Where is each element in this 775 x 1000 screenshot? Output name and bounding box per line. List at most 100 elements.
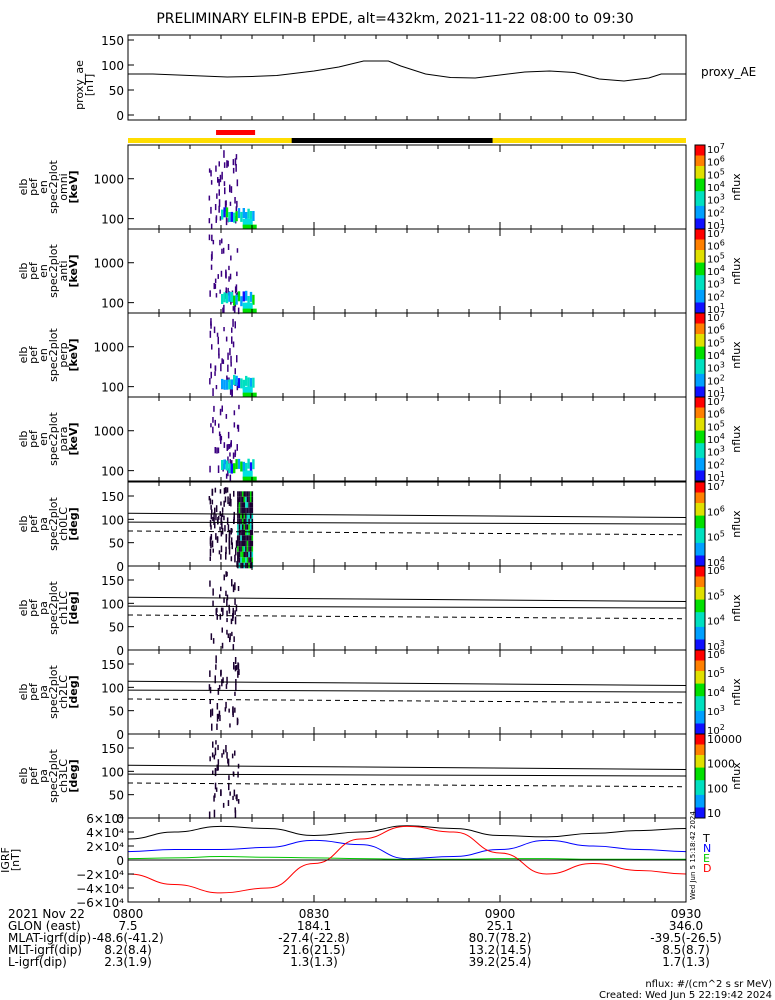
flux-pixel (211, 499, 214, 505)
colorbar-segment (695, 363, 705, 366)
flux-pixel (221, 460, 224, 470)
colorbar-segment (695, 281, 705, 285)
flux-pixel (211, 509, 213, 515)
y-tick-label: 150 (101, 742, 124, 756)
flux-pixel (221, 679, 223, 687)
flux-pixel (247, 458, 250, 469)
colorbar-segment (695, 788, 705, 792)
flux-pixel (226, 594, 229, 601)
flux-pixel (220, 545, 223, 553)
colorbar-segment (695, 633, 705, 636)
flux-pixel (229, 452, 231, 457)
colorbar-segment (695, 660, 705, 664)
flux-pixel (237, 557, 239, 563)
loss-cone-line (127, 698, 687, 704)
colorbar-segment (695, 809, 705, 813)
spectrogram-ylabel-ch2LC-line: elb (17, 684, 30, 701)
flux-pixel (234, 807, 236, 813)
flux-pixel (228, 265, 230, 271)
colorbar-segment (695, 498, 705, 502)
colorbar-segment (695, 325, 705, 329)
flux-pixel (217, 744, 219, 751)
flux-pixel (228, 379, 231, 390)
flux-pixel (223, 597, 225, 603)
flux-pixel (220, 517, 222, 526)
flux-pixel (228, 463, 231, 474)
flux-pixel (251, 496, 254, 503)
footer-value: 0830 (299, 907, 330, 921)
flux-pixel (221, 405, 223, 412)
flux-pixel (215, 664, 217, 670)
colorbar-segment (695, 355, 705, 358)
footer-value: 8.2(8.4) (104, 943, 152, 957)
y-tick-label: 150 (101, 490, 124, 504)
flux-pixel (243, 546, 246, 552)
spectrogram-ylabel-ch2LC-line: spec2plot (47, 665, 60, 719)
flux-pixel (222, 247, 225, 254)
flux-pixel (213, 518, 215, 526)
colorbar-segment (695, 201, 705, 205)
flux-pixel (235, 794, 237, 800)
colorbar-segment (695, 472, 705, 476)
colorbar-segment (695, 545, 705, 548)
colorbar-segment (695, 424, 705, 427)
flux-pixel (245, 491, 247, 497)
flux-pixel (226, 444, 228, 451)
igrf-legend-N: N (703, 842, 711, 855)
flux-pixel (248, 551, 250, 558)
colorbar-segment (695, 409, 705, 413)
y-tick-label: 50 (109, 84, 124, 98)
flux-pixel (241, 518, 244, 525)
flux-pixel (234, 691, 236, 696)
colorbar-segment (695, 418, 705, 421)
flux-pixel (209, 580, 211, 587)
colorbar-tick-exponent: 6 (720, 155, 725, 164)
colorbar-segment (695, 618, 705, 622)
colorbar-tick-exponent: 2 (720, 723, 725, 732)
colorbar-segment (695, 214, 705, 217)
flux-pixel (232, 584, 235, 593)
colorbar-segment (695, 376, 705, 379)
flux-pixel (249, 524, 252, 530)
flux-pixel (242, 218, 253, 227)
flux-pixel (225, 217, 228, 226)
colorbar-segment (695, 734, 705, 737)
colorbar-tick-exponent: 3 (720, 361, 725, 370)
colorbar-segment (695, 721, 705, 724)
flux-pixel (252, 459, 255, 470)
flux-pixel (252, 211, 255, 221)
flux-pixel (211, 251, 213, 259)
flux-pixel (212, 239, 215, 245)
flux-pixel (218, 431, 221, 437)
flux-pixel (209, 290, 211, 297)
flux-pixel (210, 633, 213, 640)
flux-pixel (220, 607, 223, 612)
anti-loss-cone-line (127, 764, 687, 770)
flux-pixel (231, 389, 233, 397)
colorbar-segment (695, 352, 705, 356)
flux-pixel (248, 535, 250, 541)
flux-pixel (217, 336, 219, 345)
flux-pixel (249, 540, 252, 547)
flux-pixel (222, 607, 224, 616)
y-tick-label: 100 (101, 765, 124, 779)
colorbar-segment (695, 629, 705, 632)
flux-pixel (210, 323, 212, 329)
flux-pixel (215, 215, 218, 221)
flux-pixel (236, 179, 239, 187)
colorbar-segment (695, 738, 705, 741)
colorbar-segment (695, 166, 705, 169)
flux-pixel (209, 520, 212, 527)
colorbar-segment (695, 157, 705, 161)
flux-pixel (237, 518, 239, 525)
colorbar-segment (695, 803, 705, 806)
colorbar-segment (695, 494, 705, 498)
colorbar-tick-exponent: 1 (720, 218, 725, 227)
colorbar-segment (695, 184, 705, 188)
spectrogram-para: 1000100elbpefenspec2plotpara[keV]1071061… (17, 394, 743, 484)
spectrogram-ylabel-ch1LC-line: pa (37, 601, 50, 615)
flux-pixel (246, 540, 249, 547)
colorbar-segment (695, 605, 705, 609)
colorbar-segment (695, 455, 705, 459)
